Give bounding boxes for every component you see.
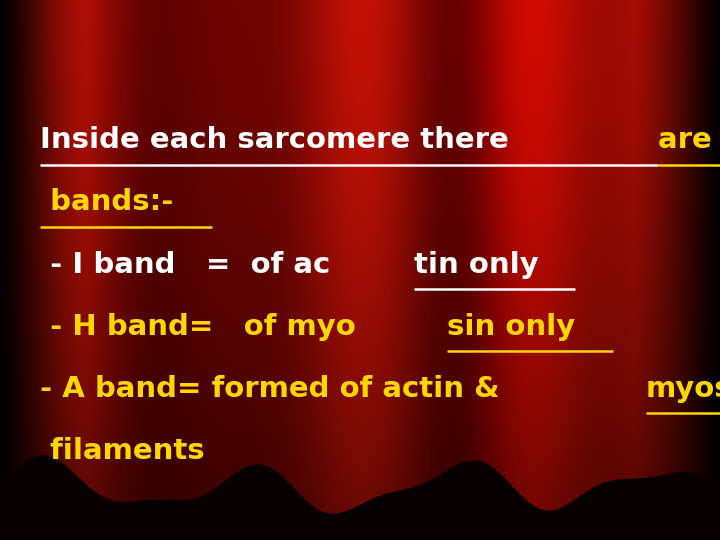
Text: - A band= formed of actin &: - A band= formed of actin &	[40, 375, 509, 403]
Text: Inside each sarcomere there: Inside each sarcomere there	[40, 126, 518, 154]
Text: bands:-: bands:-	[40, 188, 173, 217]
Text: - H band=   of myo: - H band= of myo	[40, 313, 356, 341]
Text: are 3: are 3	[657, 126, 720, 154]
Text: myosin: myosin	[646, 375, 720, 403]
Text: tin only: tin only	[414, 251, 539, 279]
Text: - I band   =  of ac: - I band = of ac	[40, 251, 330, 279]
Text: filaments: filaments	[40, 437, 204, 465]
Text: sin only: sin only	[447, 313, 575, 341]
